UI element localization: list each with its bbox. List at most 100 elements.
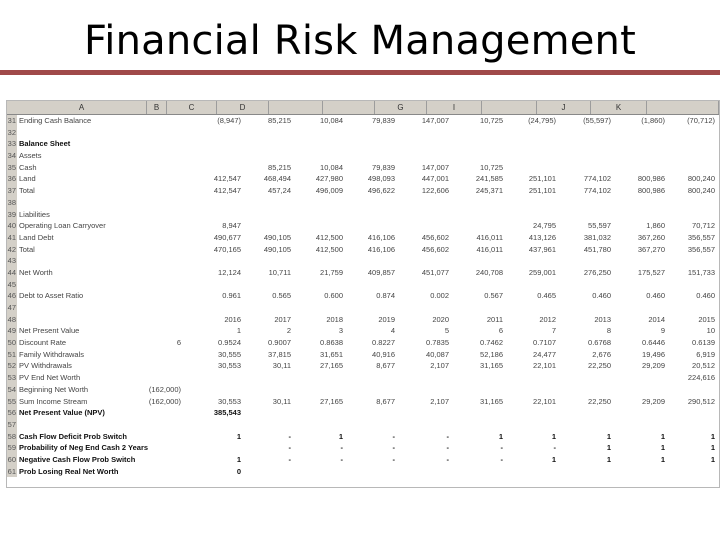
table-row: 47 [7,302,719,314]
cell-value: 2011 [486,314,503,324]
cell-value: 800,986 [637,186,665,196]
cell-value: 122,606 [421,186,449,196]
cell-value: 800,240 [687,174,715,184]
row-number: 45 [7,278,17,291]
cell-value: - [446,454,450,464]
slide-title: Financial Risk Management [84,18,636,64]
row-number: 52 [7,360,17,373]
row-number: 38 [7,196,17,209]
table-row: 53 PV End Net Worth 224,616 [7,372,719,384]
cell-value: - [288,454,292,464]
cell-value: 8 [606,326,611,336]
row-label: Total [19,244,35,254]
column-header: G [375,101,427,114]
column-header [323,101,375,114]
row-label: Ending Cash Balance [19,116,92,125]
cell-value: 10,725 [480,162,503,172]
cell-value: 6 [498,326,503,336]
column-header: K [591,101,647,114]
cell-value: - [553,443,557,453]
cell-value: - [446,431,450,441]
cell-value: 40,087 [426,349,449,359]
cell-value: 79,839 [372,116,395,125]
table-row: 39 Liabilities [7,208,719,221]
cell-value: 413,126 [528,232,556,242]
cell-value: 416,106 [367,232,395,242]
cell-value: 1 [498,431,503,441]
cell-value: 0.6139 [692,338,715,348]
row-label: Net Present Value (NPV) [19,408,105,418]
column-header: A [17,101,147,114]
cell-value: 2,107 [430,396,449,406]
cell-value: 800,986 [637,174,665,184]
table-row: 43 [7,255,719,267]
cell-value: 2017 [274,314,291,324]
cell-value: 2018 [326,314,343,324]
cell-value: 0.565 [272,291,291,301]
cell-value: (162,000) [148,384,181,394]
cell-value: 22,250 [588,396,611,406]
cell-value: - [288,443,292,453]
cell-value: (55,597) [583,116,611,125]
cell-value: 24,795 [533,221,556,231]
cell-value: 29,209 [642,361,665,371]
cell-value: 31,165 [480,396,503,406]
cell-value: 0.460 [646,291,665,301]
cell-value: 147,007 [421,116,449,125]
cell-value: (162,000) [148,396,181,406]
cell-value: 8,677 [376,396,395,406]
row-number: 46 [7,290,17,302]
row-number: 44 [7,266,17,279]
cell-value: 30,553 [218,396,241,406]
table-row: 44 Net Worth 12,124 10,711 21,759 409,857 451,… [7,266,719,279]
cell-value: 1 [551,431,556,441]
cell-value: 416,106 [367,244,395,254]
column-header: D [217,101,269,114]
cell-value: 1 [606,454,611,464]
cell-value: 7 [551,326,556,336]
cell-value: 19,496 [642,349,665,359]
table-row: 59 Probability of Neg End Cash 2 Years - - -… [7,442,719,454]
cell-value: 6,919 [696,349,715,359]
cell-value: 79,839 [372,162,395,172]
cell-value: 245,371 [475,186,503,196]
cell-value: - [340,443,344,453]
row-label: Balance Sheet [19,139,71,149]
row-label: Probability of Neg End Cash 2 Years [19,443,149,453]
cell-value: 10,711 [268,267,291,277]
cell-value: 774,102 [583,186,611,196]
row-number: 35 [7,161,17,174]
cell-value: (8,947) [217,116,241,125]
cell-value: 9 [660,326,665,336]
cell-value: 30,11 [272,396,291,406]
cell-value: 1,860 [646,221,665,231]
cell-value: 175,527 [637,267,665,277]
cell-value: 1 [606,431,611,441]
cell-value: 251,101 [528,186,556,196]
cell-value: 774,102 [583,174,611,184]
row-number: 31 [7,115,17,127]
row-number: 60 [7,453,17,466]
cell-value: 10,084 [320,116,343,125]
column-header: I [427,101,482,114]
cell-value: - [340,454,344,464]
cell-value: 0.9007 [268,338,291,348]
cell-value: 240,708 [475,267,503,277]
cell-value: 0.8227 [372,338,395,348]
table-row: 35 Cash 85,215 10,084 79,839 147,007 10,725 [7,161,719,174]
table-row: 52 PV Withdrawals 30,553 30,11 27,165 8,677 2… [7,360,719,373]
cell-value: 412,547 [213,174,241,184]
row-number: 59 [7,442,17,454]
cell-value: 0.874 [376,291,395,301]
cell-value: 0.460 [696,291,715,301]
cell-value: 0.7835 [426,338,449,348]
cell-value: 21,759 [320,267,343,277]
table-row: 50 Discount Rate 6 0.9524 0.9007 0.8638 0.822… [7,337,719,349]
cell-value: 457,24 [268,186,291,196]
row-number: 41 [7,231,17,244]
cell-value: 496,622 [367,186,395,196]
row-label: Sum Income Stream [19,396,88,406]
cell-value: 2014 [648,314,665,324]
cell-value: 0.961 [222,291,241,301]
table-row: 34 Assets [7,150,719,162]
